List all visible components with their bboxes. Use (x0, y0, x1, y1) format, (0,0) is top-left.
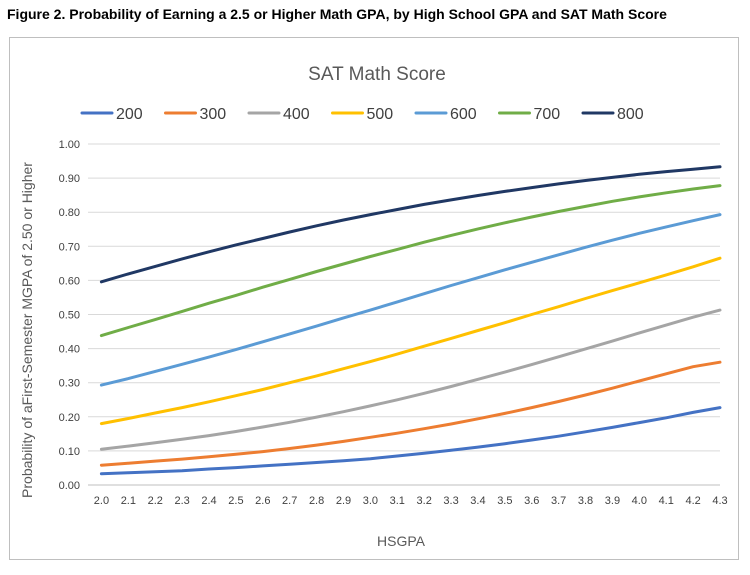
legend: 200 300 400 500 600 700 800 (80, 106, 644, 123)
legend-label-500: 500 (367, 106, 394, 123)
y-tick-label: 0.00 (59, 480, 80, 492)
x-tick-label: 3.0 (363, 495, 378, 507)
x-tick-label: 3.5 (497, 495, 512, 507)
x-axis-label: HSGPA (377, 533, 426, 549)
series-line-300 (99, 360, 722, 467)
x-tick-label: 3.4 (470, 495, 485, 507)
series-line-400 (99, 308, 722, 451)
y-tick-label: 0.50 (59, 310, 80, 322)
series-line-500 (99, 256, 722, 426)
x-tick-label: 3.3 (443, 495, 458, 507)
y-tick-label: 1.00 (59, 139, 80, 151)
line-chart: SAT Math Score 200 300 400 500 600 700 800 0.0… (19, 64, 728, 549)
y-tick-label: 0.10 (59, 446, 80, 458)
x-tick-label: 4.0 (632, 495, 647, 507)
legend-label-300: 300 (200, 106, 227, 123)
legend-label-200: 200 (116, 106, 143, 123)
legend-label-800: 800 (617, 106, 644, 123)
figure-title: Figure 2. Probability of Earning a 2.5 o… (7, 6, 667, 22)
x-tick-label: 2.6 (255, 495, 270, 507)
legend-label-700: 700 (534, 106, 561, 123)
legend-label-400: 400 (283, 106, 310, 123)
y-tick-label: 0.80 (59, 207, 80, 219)
x-tick-label: 3.8 (578, 495, 593, 507)
x-tick-label: 2.9 (336, 495, 351, 507)
x-tick-label: 3.1 (390, 495, 405, 507)
y-tick-label: 0.20 (59, 412, 80, 424)
series-line-800 (99, 165, 722, 284)
y-tick-label: 0.60 (59, 275, 80, 287)
y-axis-ticks: 0.00 0.10 0.20 0.30 0.40 0.50 0.60 0.70 0.80 0.90… (59, 139, 80, 492)
chart-title: SAT Math Score (308, 64, 446, 85)
chart-frame: SAT Math Score 200 300 400 500 600 700 800 0.0… (9, 37, 739, 560)
x-tick-label: 4.3 (712, 495, 727, 507)
x-tick-label: 4.1 (659, 495, 674, 507)
y-tick-label: 0.30 (59, 378, 80, 390)
x-tick-label: 2.5 (228, 495, 243, 507)
x-tick-label: 2.2 (148, 495, 163, 507)
legend-label-600: 600 (450, 106, 477, 123)
x-axis-ticks: 2.0 2.1 2.2 2.3 2.4 2.5 2.6 2.7 2.8 2.9 3.0 3.1 3.2 3… (94, 495, 728, 507)
x-tick-label: 3.9 (605, 495, 620, 507)
series-line-600 (99, 213, 722, 387)
series-line-700 (99, 184, 722, 338)
y-tick-label: 0.90 (59, 173, 80, 185)
x-tick-label: 2.8 (309, 495, 324, 507)
series-line-200 (99, 406, 722, 476)
x-tick-label: 3.6 (524, 495, 539, 507)
y-axis-label: Probability of aFirst-Semester MGPA of 2… (19, 162, 35, 498)
x-tick-label: 3.7 (551, 495, 566, 507)
x-tick-label: 4.2 (685, 495, 700, 507)
y-tick-label: 0.40 (59, 344, 80, 356)
x-tick-label: 2.3 (174, 495, 189, 507)
x-tick-label: 2.1 (121, 495, 136, 507)
series-lines (99, 165, 722, 476)
x-tick-label: 2.7 (282, 495, 297, 507)
x-tick-label: 2.0 (94, 495, 109, 507)
y-tick-label: 0.70 (59, 241, 80, 253)
x-tick-label: 2.4 (201, 495, 216, 507)
x-tick-label: 3.2 (417, 495, 432, 507)
gridlines (88, 143, 720, 486)
